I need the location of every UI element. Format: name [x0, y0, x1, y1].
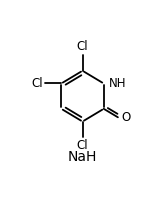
- Text: Cl: Cl: [32, 77, 43, 90]
- Text: Cl: Cl: [77, 40, 88, 53]
- Text: Cl: Cl: [77, 139, 88, 152]
- Text: NaH: NaH: [68, 150, 97, 164]
- Text: O: O: [121, 111, 131, 124]
- Text: NH: NH: [109, 77, 127, 90]
